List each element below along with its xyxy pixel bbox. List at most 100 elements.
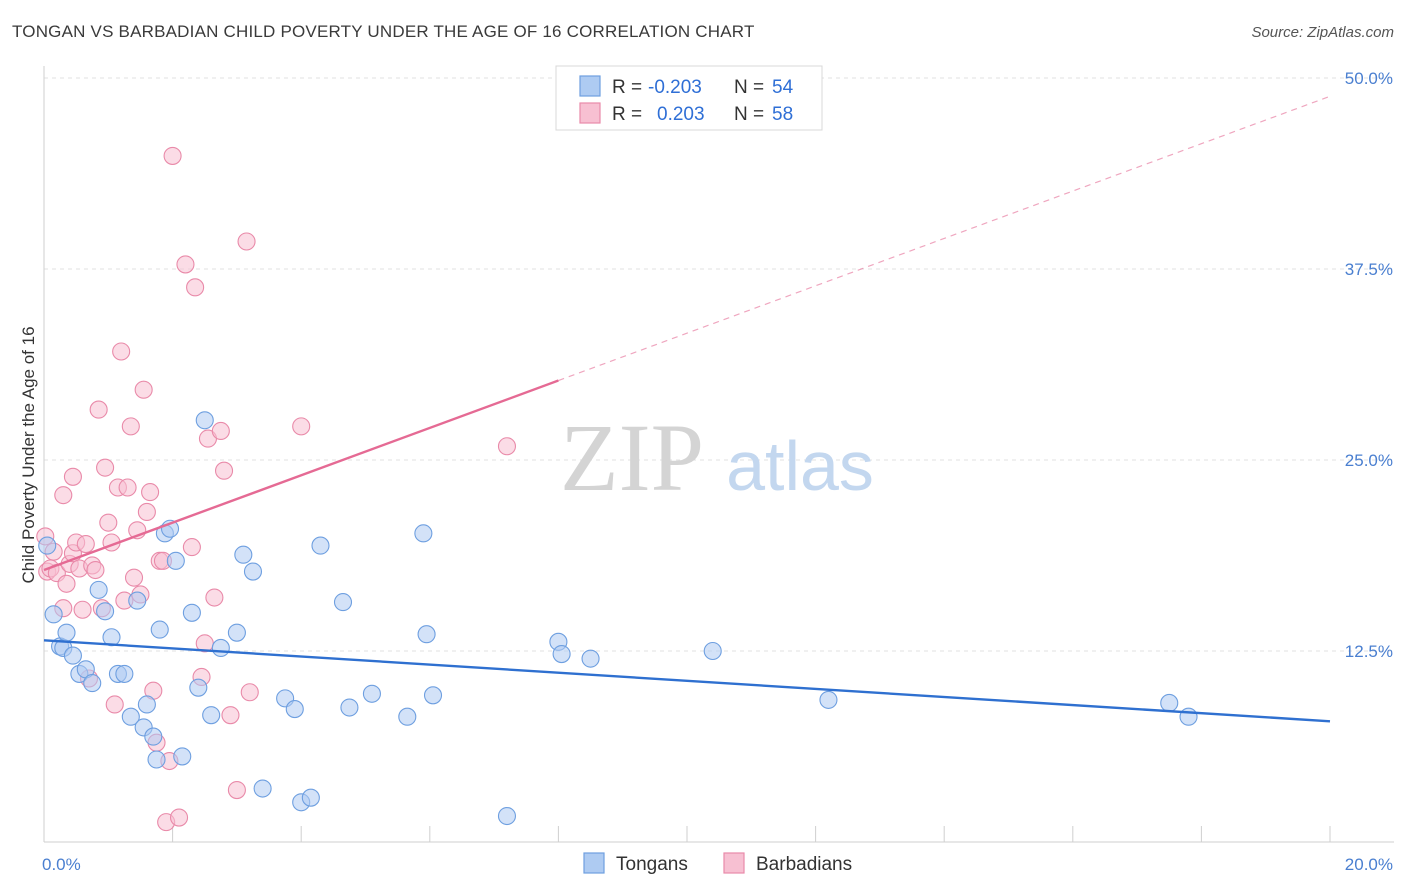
tongans-point-13 — [115, 664, 134, 683]
tongans-point-14 — [121, 707, 140, 726]
legend-n-value-2: 58 — [772, 104, 793, 125]
barbadians-point-10 — [63, 467, 82, 486]
tongans-point-23 — [166, 551, 185, 570]
barbadians-point-57 — [497, 437, 517, 456]
tongans-point-46 — [497, 806, 517, 826]
legend-r-label-2: R = — [612, 104, 642, 125]
tongans-point-52 — [1160, 693, 1179, 713]
tongans-point-28 — [202, 706, 221, 725]
barbadians-point-51 — [214, 461, 234, 480]
barbadians-point-50 — [211, 421, 230, 441]
y-tick-label-0: 12.5% — [1345, 642, 1393, 661]
tongans-point-38 — [311, 536, 330, 555]
tongans-point-43 — [414, 524, 433, 543]
barbadians-trend-dashed — [558, 95, 1331, 382]
barbadians-point-20 — [96, 458, 115, 477]
tongans-point-15 — [128, 591, 147, 610]
barbadians-point-49 — [205, 588, 224, 607]
barbadians-point-55 — [240, 683, 259, 702]
tongans-trend-solid — [43, 639, 1331, 723]
legend-n-value-1: 54 — [772, 77, 794, 98]
bottom-legend-tongans: Tongans — [616, 854, 688, 875]
tongans-point-31 — [234, 545, 253, 564]
barbadians-point-28 — [121, 417, 140, 436]
tongans-point-24 — [173, 747, 192, 766]
bottom-legend-swatch-tongans — [583, 852, 605, 874]
tongans-point-4 — [57, 623, 76, 642]
tongans-point-20 — [150, 620, 169, 639]
watermark-atlas: atlas — [726, 427, 874, 505]
legend: R = -0.203 N = 54 R = 0.203 N = 58 — [555, 65, 823, 131]
watermark-zip: ZIP — [560, 404, 704, 511]
legend-r-value-1: -0.203 — [648, 77, 702, 98]
y-tick-label-3: 50.0% — [1345, 69, 1393, 88]
y-axis-label: Child Poverty Under the Age of 16 — [19, 326, 38, 583]
chart-title: TONGAN VS BARBADIAN CHILD POVERTY UNDER … — [12, 22, 755, 41]
bottom-legend-swatch-barbadians — [723, 852, 745, 874]
legend-r-value-2: 0.203 — [657, 104, 705, 125]
barbadians-point-41 — [163, 146, 182, 165]
barbadians-point-21 — [99, 513, 118, 532]
tongans-point-26 — [189, 678, 208, 697]
tongans-point-49 — [581, 649, 600, 668]
barbadians-point-29 — [124, 568, 144, 587]
barbadians-point-14 — [76, 534, 95, 554]
tongans-point-44 — [417, 625, 436, 644]
tongans-point-0 — [38, 536, 57, 555]
barbadians-point-54 — [237, 232, 256, 251]
x-tick-label-1: 20.0% — [1345, 855, 1393, 874]
tongans-point-40 — [340, 698, 359, 717]
tongans-point-5 — [63, 646, 82, 665]
tongans-point-8 — [83, 674, 102, 693]
tongans-point-50 — [703, 641, 722, 661]
barbadians-point-43 — [176, 255, 195, 274]
barbadians-point-7 — [57, 574, 76, 593]
bottom-legend-barbadians: Barbadians — [756, 854, 852, 875]
y-tick-label-2: 37.5% — [1345, 260, 1393, 279]
legend-n-label-2: N = — [734, 104, 764, 125]
barbadians-trend-solid — [43, 379, 559, 572]
trend-lines — [43, 95, 1331, 723]
tongans-point-32 — [243, 562, 263, 581]
tongans-point-39 — [333, 593, 353, 612]
barbadians-point-13 — [73, 600, 92, 619]
y-tick-label-1: 25.0% — [1345, 451, 1393, 470]
barbadians-point-44 — [182, 538, 201, 557]
tongans-point-10 — [96, 602, 115, 621]
watermark: ZIP atlas — [560, 404, 874, 511]
tongans-point-17 — [137, 695, 156, 714]
tongans-point-30 — [227, 623, 246, 642]
tongans-point-25 — [182, 603, 201, 622]
barbadians-point-25 — [112, 342, 131, 361]
y-tick-labels: 12.5% 25.0% 37.5% 50.0% — [1345, 69, 1393, 661]
tongans-point-1 — [44, 605, 63, 624]
tongans-point-19 — [147, 750, 166, 769]
barbadians-point-17 — [86, 560, 105, 580]
tongans-point-42 — [398, 707, 417, 726]
axes — [43, 66, 1394, 843]
bottom-legend: Tongans Barbadians — [583, 852, 852, 875]
barbadians-point-6 — [54, 486, 73, 505]
legend-n-label-1: N = — [734, 77, 764, 98]
barbadians-point-56 — [292, 417, 311, 436]
tongans-point-33 — [253, 779, 272, 798]
barbadians-point-33 — [137, 502, 156, 522]
tongans-point-37 — [301, 788, 320, 807]
tongans-point-48 — [552, 645, 571, 664]
barbadians-point-32 — [134, 380, 153, 399]
x-tick-label-0: 0.0% — [42, 855, 81, 874]
barbadians-point-27 — [118, 478, 137, 497]
tongans-point-29 — [211, 638, 230, 657]
tongans-point-51 — [819, 690, 838, 709]
barbadians-point-52 — [221, 706, 240, 725]
barbadians-point-53 — [227, 780, 246, 800]
tongans-point-53 — [1179, 707, 1198, 726]
tongans-point-41 — [362, 684, 381, 703]
tongans-point-9 — [89, 580, 108, 599]
legend-swatch-tongans — [579, 75, 601, 97]
grid-lines — [44, 77, 1394, 652]
tongans-point-27 — [195, 411, 214, 430]
source-label: Source: ZipAtlas.com — [1251, 24, 1394, 41]
tongans-point-35 — [285, 700, 304, 719]
